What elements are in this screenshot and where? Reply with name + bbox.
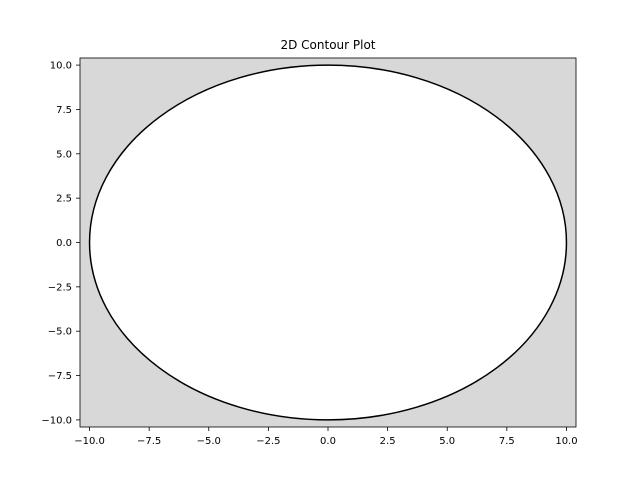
x-tick-label: 0.0: [320, 436, 336, 447]
y-tick-label: −10.0: [41, 415, 72, 426]
y-tick-label: 7.5: [56, 105, 72, 116]
x-tick-label: 10.0: [555, 436, 577, 447]
y-tick-label: 10.0: [50, 61, 72, 72]
y-axis: 10.0 7.5 5.0 2.5 0.0 −2.5 −5.0 −7.5 −10.0: [41, 61, 80, 426]
plot-area: [79, 57, 577, 428]
contour-inside-fill: [89, 65, 567, 420]
y-tick-label: −7.5: [48, 371, 72, 382]
x-tick-label: 2.5: [380, 436, 396, 447]
chart-title: 2D Contour Plot: [280, 38, 375, 52]
x-tick-label: 5.0: [439, 436, 455, 447]
y-tick-label: 0.0: [56, 238, 72, 249]
contour-line-0: [88, 64, 568, 421]
y-tick-label: −5.0: [48, 327, 72, 338]
x-tick-label: −2.5: [256, 436, 280, 447]
x-tick-label: 7.5: [499, 436, 515, 447]
y-tick-label: −2.5: [48, 282, 72, 293]
x-tick-label: −7.5: [137, 436, 161, 447]
x-axis: −10.0 −7.5 −5.0 −2.5 0.0 2.5 5.0 7.5 10.0: [74, 427, 578, 447]
y-tick-label: 5.0: [56, 149, 72, 160]
x-tick-label: −5.0: [197, 436, 221, 447]
x-tick-label: −10.0: [74, 436, 105, 447]
y-tick-label: 2.5: [56, 194, 72, 205]
